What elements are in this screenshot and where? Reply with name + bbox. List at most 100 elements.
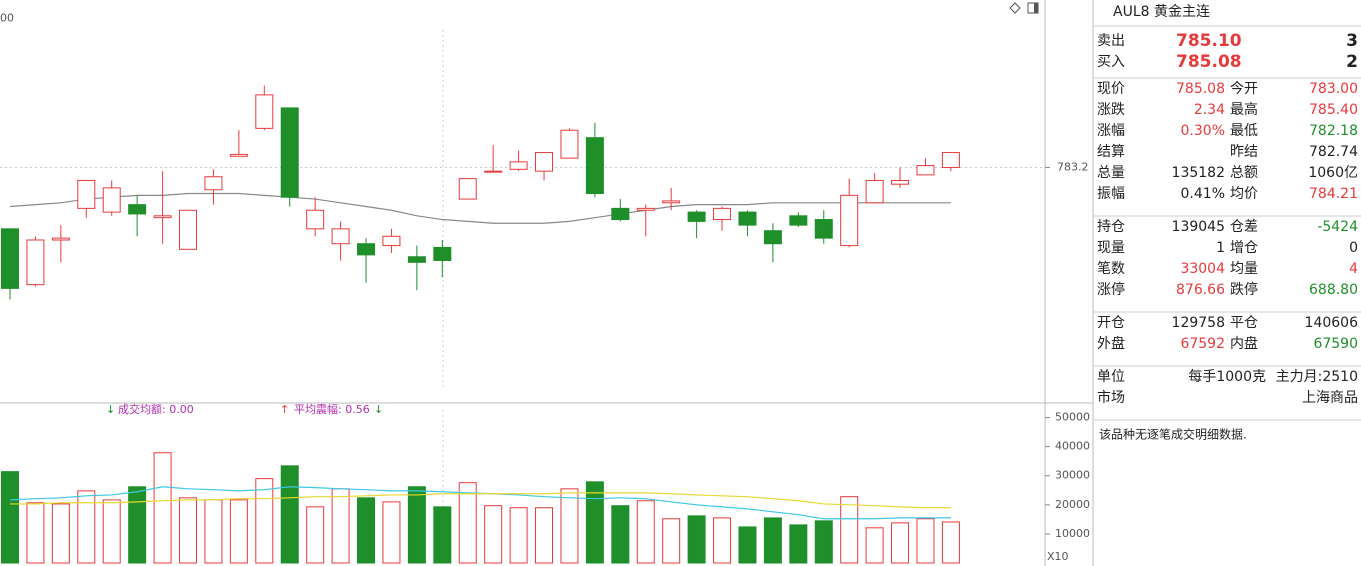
field-value: 783.00 <box>1309 81 1358 97</box>
candle-body <box>331 228 350 245</box>
volume-bar <box>560 488 579 564</box>
volume-bar <box>179 497 198 564</box>
field-label: 均量 <box>1230 261 1258 277</box>
candle-body <box>433 246 452 261</box>
arrow-icon: ↑ <box>280 403 289 416</box>
volume-bar <box>763 517 782 564</box>
field-label: 市场 <box>1097 389 1125 406</box>
field-value: 主力月:2510 <box>1276 369 1358 385</box>
volume-bar <box>229 499 248 564</box>
volume-bar <box>102 499 121 564</box>
field-value: 67592 <box>1180 336 1225 352</box>
field-label: 仓差 <box>1230 219 1258 235</box>
volume-bar <box>814 520 833 564</box>
field-label: 持仓 <box>1097 219 1125 235</box>
volume-bar <box>509 507 528 564</box>
candle-body <box>840 194 859 247</box>
candle-body <box>509 161 528 170</box>
field-label: 总量 <box>1097 165 1125 181</box>
field-label: 增仓 <box>1230 240 1258 256</box>
candle-body <box>357 243 376 256</box>
volume-ma-line <box>10 492 951 509</box>
field-value: 1060亿 <box>1308 165 1358 181</box>
candle-body <box>636 207 655 211</box>
volume-bar <box>280 465 299 564</box>
field-value: 782.18 <box>1309 123 1358 139</box>
volume-bar <box>255 478 274 564</box>
field-label: 平仓 <box>1230 315 1258 331</box>
candle-body <box>255 94 274 129</box>
volume-bar <box>535 507 554 564</box>
volume-bar <box>916 518 935 564</box>
arrow-icon: ↓ <box>106 403 115 416</box>
candle-body <box>1 228 19 289</box>
y-tick-label: 40000 <box>1055 440 1090 453</box>
field-label: 外盘 <box>1097 335 1125 352</box>
annotation: 成交均额: 0.00 <box>118 402 194 416</box>
field-label: 总额 <box>1230 165 1258 181</box>
volume-bar <box>357 497 376 564</box>
field-label: 最高 <box>1230 101 1258 118</box>
field-value: 上海商品 <box>1302 390 1358 406</box>
volume-bar <box>713 517 732 564</box>
field-label: 开仓 <box>1097 315 1125 331</box>
field-label: 今开 <box>1230 81 1258 97</box>
field-value: 0.41% <box>1181 186 1225 202</box>
candle-body <box>280 107 299 198</box>
field-value: 1 <box>1216 240 1225 256</box>
volume-bar <box>484 505 503 564</box>
candle-body <box>738 211 757 226</box>
volume-bar <box>1 471 19 564</box>
note: 该品种无逐笔成交明细数据. <box>1099 427 1247 442</box>
candle-body <box>407 256 426 263</box>
candle-body <box>484 170 503 173</box>
candle-body <box>77 179 96 209</box>
candle-body <box>941 152 960 168</box>
volume-bar <box>840 496 859 564</box>
candle-body <box>560 129 579 159</box>
volume-bar <box>585 481 604 564</box>
annotation: 平均震幅: 0.56 <box>294 403 370 416</box>
candle-body <box>204 176 223 191</box>
volume-bar <box>789 524 808 564</box>
volume-bar <box>433 506 452 564</box>
y-tick-label: 50000 <box>1055 411 1090 424</box>
volume-bar <box>51 503 70 564</box>
candle-body <box>865 179 884 204</box>
field-label: 结算 <box>1097 144 1125 160</box>
field-label: 最低 <box>1230 123 1258 139</box>
volume-bar <box>941 521 960 564</box>
candle-body <box>102 187 121 213</box>
field-value: 0 <box>1349 240 1358 256</box>
scale-label: X10 <box>1047 550 1069 563</box>
candle-body <box>535 152 554 172</box>
volume-bar <box>738 526 757 564</box>
volume-bar <box>26 502 45 564</box>
field-value: 785.40 <box>1309 102 1358 118</box>
field-label: 涨跌 <box>1097 102 1125 118</box>
quote-label: 买入 <box>1097 54 1125 70</box>
field-value: 876.66 <box>1176 282 1225 298</box>
candle-body <box>611 207 630 221</box>
field-value: 785.08 <box>1176 81 1225 97</box>
y-tick-label: 30000 <box>1055 469 1090 482</box>
volume-bar <box>611 505 630 564</box>
field-label: 现量 <box>1097 240 1125 256</box>
candle-body <box>51 237 70 241</box>
field-label: 振幅 <box>1097 186 1125 202</box>
icon[interactable] <box>1009 2 1021 14</box>
field-value: 67590 <box>1313 336 1358 352</box>
quote-price: 785.10 <box>1176 31 1242 51</box>
field-label: 内盘 <box>1230 335 1258 352</box>
field-value: 0.30% <box>1181 123 1225 139</box>
field-value: 33004 <box>1180 261 1225 277</box>
candle-body <box>26 239 45 286</box>
ma-line <box>9 192 951 224</box>
field-value: 139045 <box>1172 219 1225 235</box>
candle-body <box>763 230 782 245</box>
volume-bar <box>306 506 325 564</box>
field-value: 784.21 <box>1309 186 1358 202</box>
field-label: 涨幅 <box>1097 123 1125 139</box>
y-tick-label: 783.2 <box>1057 160 1089 173</box>
